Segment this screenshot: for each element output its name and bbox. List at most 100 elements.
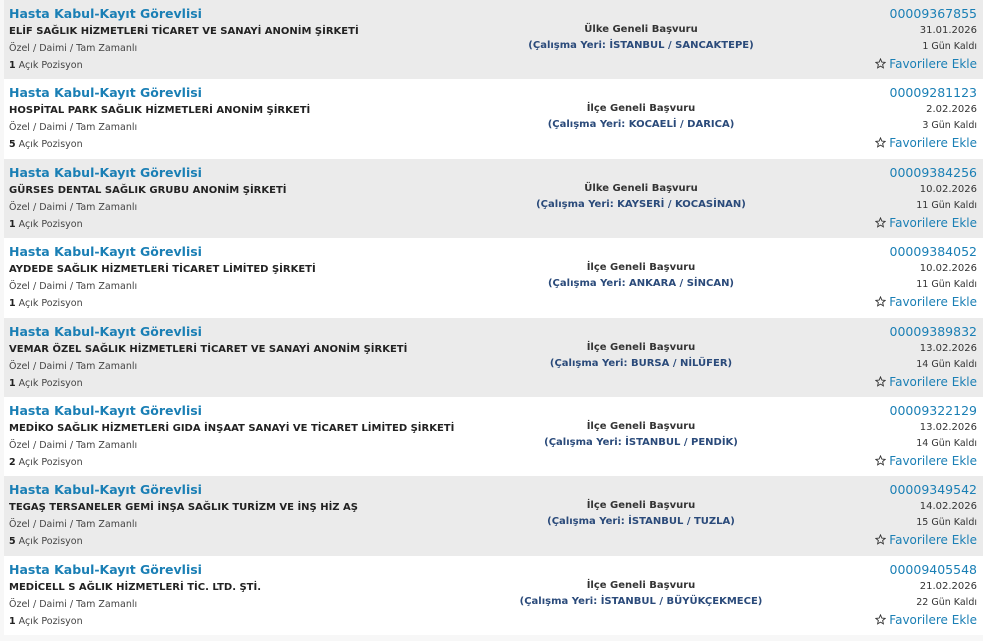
- open-positions: 1 Açık Pozisyon: [9, 616, 83, 627]
- position-count: 1: [9, 298, 16, 310]
- position-count: 5: [9, 536, 16, 548]
- job-row: Hasta Kabul-Kayıt Görevlisi VEMAR ÖZEL SA…: [4, 317, 983, 397]
- position-label: Açık Pozisyon: [18, 615, 83, 627]
- company-name: MEDİCELL S AĞLIK HİZMETLERİ TİC. LTD. ŞT…: [9, 581, 262, 593]
- job-list: Hasta Kabul-Kayıt Görevlisi ELİF SAĞLIK H…: [4, 0, 983, 636]
- star-icon: [875, 295, 887, 307]
- star-icon: [875, 613, 887, 625]
- listing-id[interactable]: 00009389832: [889, 323, 977, 339]
- job-title[interactable]: Hasta Kabul-Kayıt Görevlisi: [9, 482, 202, 498]
- deadline-date: 13.02.2026: [919, 421, 977, 433]
- favorite-label[interactable]: Favorilere Ekle: [889, 215, 977, 230]
- application-scope: Ülke Geneli Başvuru: [584, 182, 698, 194]
- work-location: (Çalışma Yeri: İSTANBUL / PENDİK): [544, 436, 738, 448]
- days-remaining: 14 Gün Kaldı: [916, 437, 977, 449]
- favorite-button[interactable]: Favorilere Ekle: [875, 613, 977, 627]
- employment-type: Özel / Daimi / Tam Zamanlı: [9, 439, 138, 451]
- open-positions: 5 Açık Pozisyon: [9, 139, 83, 150]
- listing-id[interactable]: 00009384256: [889, 164, 977, 180]
- position-count: 1: [9, 60, 16, 71]
- days-remaining: 3 Gün Kaldı: [922, 120, 977, 132]
- application-scope: İlçe Geneli Başvuru: [586, 262, 696, 274]
- favorite-button[interactable]: Favorilere Ekle: [875, 533, 977, 547]
- listing-id[interactable]: 00009384052: [889, 244, 977, 260]
- employment-type: Özel / Daimi / Tam Zamanlı: [9, 281, 138, 293]
- favorite-button[interactable]: Favorilere Ekle: [875, 216, 977, 230]
- favorite-label[interactable]: Favorilere Ekle: [889, 57, 977, 71]
- company-name: VEMAR ÖZEL SAĞLIK HİZMETLERİ TİCARET VE …: [9, 343, 408, 355]
- application-scope: Ülke Geneli Başvuru: [584, 24, 698, 35]
- application-scope: İlçe Geneli Başvuru: [586, 500, 696, 512]
- company-name: MEDİKO SAĞLIK HİZMETLERİ GIDA İNŞAAT SAN…: [9, 422, 455, 434]
- deadline-date: 10.02.2026: [919, 183, 977, 195]
- employment-type: Özel / Daimi / Tam Zamanlı: [9, 598, 138, 610]
- company-name: HOSPİTAL PARK SAĞLIK HİZMETLERİ ANONİM Ş…: [9, 105, 311, 117]
- position-count: 1: [9, 218, 16, 230]
- job-row: Hasta Kabul-Kayıt Görevlisi MEDİKO SAĞLIK…: [4, 396, 983, 477]
- company-name: GÜRSES DENTAL SAĞLIK GRUBU ANONİM ŞİRKET…: [9, 184, 287, 196]
- favorite-button[interactable]: Favorilere Ekle: [875, 57, 977, 71]
- open-positions: 1 Açık Pozisyon: [9, 219, 83, 230]
- position-count: 1: [9, 615, 16, 627]
- favorite-label[interactable]: Favorilere Ekle: [889, 533, 977, 548]
- job-title[interactable]: Hasta Kabul-Kayıt Görevlisi: [9, 6, 202, 21]
- deadline-date: 21.02.2026: [919, 580, 977, 592]
- favorite-button[interactable]: Favorilere Ekle: [875, 454, 977, 468]
- days-remaining: 1 Gün Kaldı: [922, 41, 977, 52]
- favorite-label[interactable]: Favorilere Ekle: [889, 136, 977, 151]
- listing-id[interactable]: 00009322129: [889, 402, 977, 418]
- job-title[interactable]: Hasta Kabul-Kayıt Görevlisi: [9, 85, 202, 101]
- listing-id[interactable]: 00009281123: [889, 85, 977, 101]
- employment-type: Özel / Daimi / Tam Zamanlı: [9, 519, 138, 531]
- favorite-label[interactable]: Favorilere Ekle: [889, 374, 977, 389]
- job-row: Hasta Kabul-Kayıt Görevlisi TEGAŞ TERSANE…: [4, 476, 983, 556]
- deadline-date: 10.02.2026: [919, 263, 977, 275]
- deadline-date: 13.02.2026: [919, 342, 977, 354]
- work-location: (Çalışma Yeri: KAYSERİ / KOCASİNAN): [536, 198, 746, 210]
- open-positions: 2 Açık Pozisyon: [9, 457, 83, 468]
- job-row: Hasta Kabul-Kayıt Görevlisi HOSPİTAL PARK…: [4, 79, 983, 159]
- position-label: Açık Pozisyon: [18, 298, 83, 310]
- job-title[interactable]: Hasta Kabul-Kayıt Görevlisi: [9, 561, 202, 577]
- employment-type: Özel / Daimi / Tam Zamanlı: [9, 201, 138, 213]
- listing-id[interactable]: 00009367855: [889, 6, 977, 21]
- work-location: (Çalışma Yeri: İSTANBUL / SANCAKTEPE): [528, 40, 754, 51]
- favorite-label[interactable]: Favorilere Ekle: [889, 612, 977, 627]
- favorite-label[interactable]: Favorilere Ekle: [889, 295, 977, 310]
- work-location: (Çalışma Yeri: BURSA / NİLÜFER): [549, 357, 733, 369]
- employment-type: Özel / Daimi / Tam Zamanlı: [9, 43, 138, 54]
- job-title[interactable]: Hasta Kabul-Kayıt Görevlisi: [9, 402, 202, 418]
- listing-id[interactable]: 00009405548: [889, 561, 977, 577]
- open-positions: 1 Açık Pozisyon: [9, 60, 83, 71]
- listing-id[interactable]: 00009349542: [889, 482, 977, 498]
- job-title[interactable]: Hasta Kabul-Kayıt Görevlisi: [9, 164, 202, 180]
- job-title[interactable]: Hasta Kabul-Kayıt Görevlisi: [9, 244, 202, 260]
- company-name: TEGAŞ TERSANELER GEMİ İNŞA SAĞLIK TURİZM…: [9, 502, 358, 514]
- position-label: Açık Pozisyon: [18, 60, 83, 71]
- deadline-date: 2.02.2026: [926, 104, 977, 116]
- star-icon: [875, 137, 887, 149]
- employment-type: Özel / Daimi / Tam Zamanlı: [9, 122, 138, 134]
- position-label: Açık Pozisyon: [18, 456, 83, 468]
- open-positions: 1 Açık Pozisyon: [9, 378, 83, 389]
- favorite-button[interactable]: Favorilere Ekle: [875, 136, 977, 150]
- star-icon: [875, 534, 887, 546]
- job-row: Hasta Kabul-Kayıt Görevlisi AYDEDE SAĞLIK…: [4, 238, 983, 318]
- star-icon: [875, 454, 887, 466]
- favorite-label[interactable]: Favorilere Ekle: [889, 453, 977, 468]
- days-remaining: 11 Gün Kaldı: [916, 199, 977, 211]
- favorite-button[interactable]: Favorilere Ekle: [875, 375, 977, 389]
- position-label: Açık Pozisyon: [18, 377, 83, 389]
- favorite-button[interactable]: Favorilere Ekle: [875, 295, 977, 309]
- company-name: ELİF SAĞLIK HİZMETLERİ TİCARET VE SANAYİ…: [9, 26, 359, 37]
- days-remaining: 14 Gün Kaldı: [916, 358, 977, 370]
- work-location: (Çalışma Yeri: İSTANBUL / TUZLA): [547, 516, 735, 528]
- star-icon: [875, 57, 887, 69]
- position-label: Açık Pozisyon: [18, 139, 83, 151]
- deadline-date: 31.01.2026: [919, 25, 977, 36]
- work-location: (Çalışma Yeri: ANKARA / SİNCAN): [547, 278, 735, 290]
- job-title[interactable]: Hasta Kabul-Kayıt Görevlisi: [9, 323, 202, 339]
- employment-type: Özel / Daimi / Tam Zamanlı: [9, 360, 138, 372]
- job-row: Hasta Kabul-Kayıt Görevlisi MEDİCELL S AĞ…: [4, 555, 983, 636]
